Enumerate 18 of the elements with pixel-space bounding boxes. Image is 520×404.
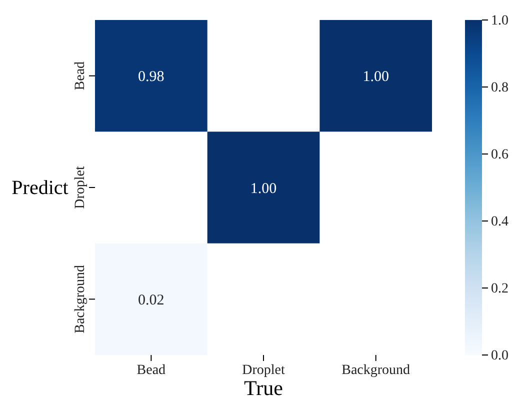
y-tick-label: Droplet xyxy=(72,166,88,209)
x-tick-label: Droplet xyxy=(242,362,285,378)
data-label: 1.00 xyxy=(362,69,389,86)
x-tick-label: Background xyxy=(342,362,410,378)
data-label: 0.02 xyxy=(138,292,164,308)
color-bar-label: 0.2 xyxy=(491,281,508,296)
y-axis-title: Predict xyxy=(12,177,69,199)
data-label: 1.00 xyxy=(250,180,277,197)
x-tick-label: Bead xyxy=(136,362,166,378)
color-bar-label: 0.4 xyxy=(491,214,508,230)
color-bar-label: 1.0 xyxy=(491,13,508,28)
y-tick-label: Background xyxy=(72,264,88,334)
color-bar-label: 0.8 xyxy=(491,80,508,96)
x-axis-title: True xyxy=(244,376,283,400)
color-bar-label: 0.6 xyxy=(491,147,508,162)
data-label: 0.98 xyxy=(138,69,164,86)
color-bar-label: 0.0 xyxy=(491,348,508,364)
y-tick-label: Bead xyxy=(72,61,88,90)
